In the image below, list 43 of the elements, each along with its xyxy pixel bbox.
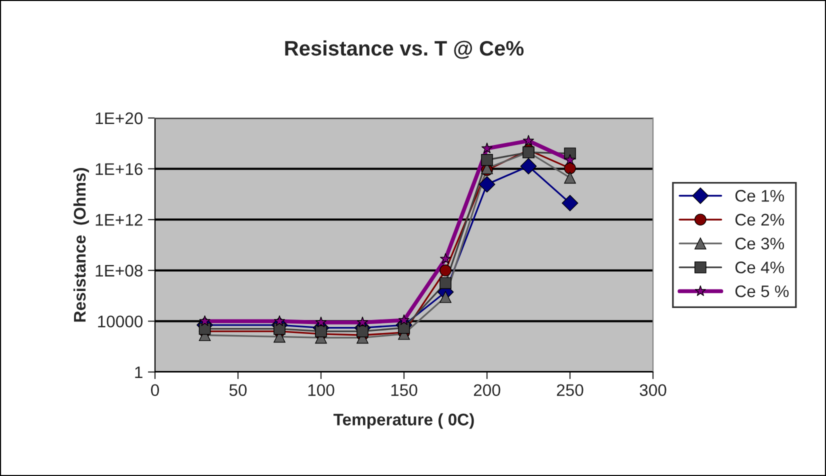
point [315, 316, 327, 328]
x-tick-label: 0 [151, 384, 159, 396]
point [564, 172, 576, 184]
x-tick-label: 250 [556, 384, 584, 396]
point [315, 325, 327, 338]
y-tick-label: 10000 [98, 316, 143, 328]
legend-label: Ce 2% [735, 214, 784, 226]
y-tick-label: 1E+12 [96, 214, 142, 226]
point [398, 314, 410, 326]
point [522, 134, 534, 146]
chart-title: Resistance vs. T @ Ce% [285, 40, 524, 59]
point [564, 162, 576, 174]
point [356, 325, 368, 338]
point [356, 316, 368, 328]
point [562, 194, 578, 212]
y-tick-label: 1E+20 [96, 112, 143, 124]
x-tick-label: 200 [474, 384, 500, 396]
x-axis-title: Temperature ( 0C) [333, 413, 474, 429]
point [564, 154, 576, 165]
x-tick-label: 150 [391, 384, 418, 396]
point [440, 264, 452, 276]
point [440, 253, 452, 264]
point [481, 154, 493, 166]
point [520, 158, 537, 174]
point [274, 315, 286, 326]
y-tick-label: 1 [135, 366, 142, 378]
y-axis-title: Resistance (Ohms) [73, 168, 89, 322]
x-tick-label: 300 [640, 384, 666, 396]
x-tick-label: 50 [229, 384, 247, 396]
legend-label: Ce 3% [735, 238, 784, 250]
x-tick-label: 100 [308, 384, 334, 396]
legend-label: Ce 4% [735, 262, 784, 274]
point [199, 315, 210, 326]
legend-label: Ce 1% [735, 190, 784, 202]
point [478, 176, 496, 193]
point [481, 142, 493, 154]
legend-label: Ce 5 % [735, 285, 789, 298]
point [440, 277, 452, 290]
point [274, 322, 286, 335]
point [440, 291, 452, 303]
point [398, 322, 410, 334]
y-tick-label: 1E+16 [96, 163, 142, 176]
y-tick-label: 1E+08 [96, 264, 142, 277]
